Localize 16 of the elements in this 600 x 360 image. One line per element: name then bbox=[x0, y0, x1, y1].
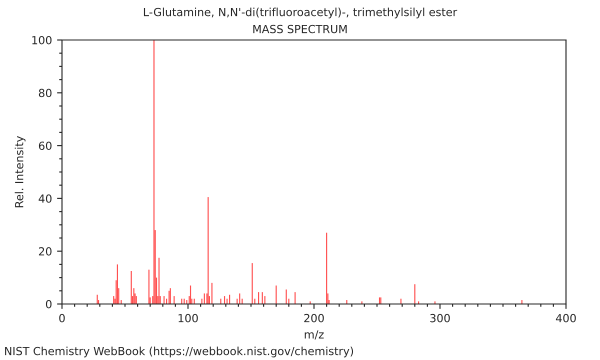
x-tick-label: 200 bbox=[304, 314, 324, 322]
y-tick-label: 40 bbox=[38, 194, 52, 203]
y-axis-title: Rel. Intensity bbox=[14, 136, 26, 208]
y-tick-label: 60 bbox=[38, 142, 52, 150]
text: NIST Chemistry WebBook (https://webbook.nist.gov/chemistry) bbox=[5, 346, 354, 358]
y-tick-label: 20 bbox=[38, 247, 52, 256]
x-tick-label: 300 bbox=[430, 314, 450, 322]
y-tick-label: 80 bbox=[38, 88, 52, 98]
chart-subtitle: MASS SPECTRUM bbox=[253, 24, 347, 34]
x-axis-title: m/z bbox=[304, 330, 324, 340]
y-tick-label: 0 bbox=[46, 300, 52, 308]
chart-title: L-Glutamine, N,N'-di(trifluoroacetyl)-, trimethylsilyl ester bbox=[144, 8, 458, 18]
y-tick-label: 100 bbox=[32, 36, 52, 44]
x-tick-label: 0 bbox=[59, 314, 65, 322]
x-tick-label: 100 bbox=[178, 314, 198, 322]
x-tick-label: 400 bbox=[556, 314, 576, 322]
